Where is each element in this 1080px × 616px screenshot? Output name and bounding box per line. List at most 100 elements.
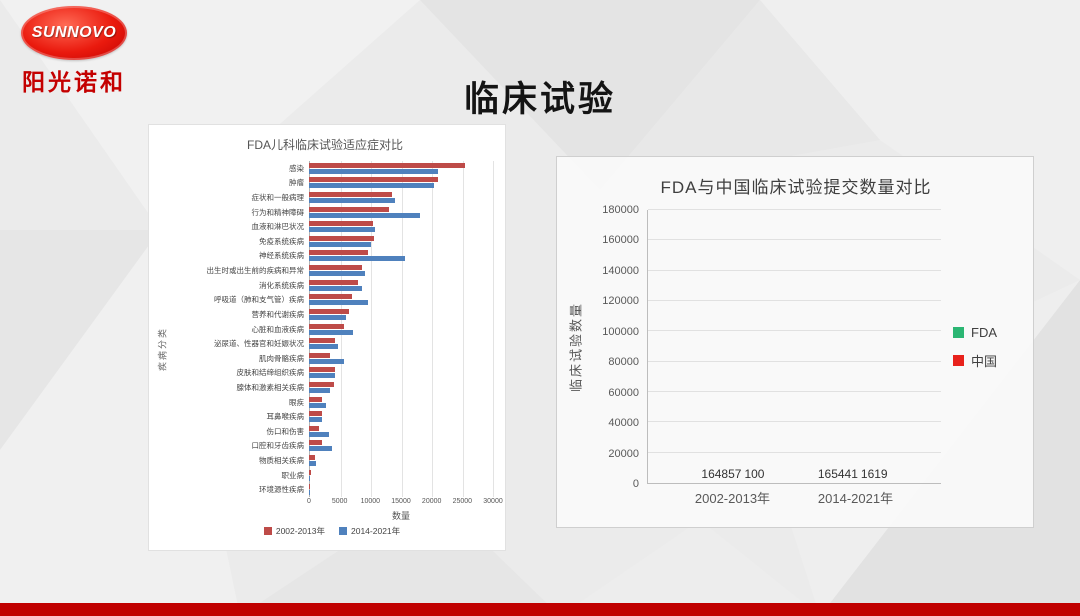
category-label: 口腔和牙齿疾病 bbox=[251, 441, 305, 451]
category-label: 神经系统疾病 bbox=[259, 251, 304, 261]
bar-2014-2021年 bbox=[309, 387, 331, 393]
bar-pair bbox=[309, 395, 493, 410]
category-label: 心脏和血液疾病 bbox=[251, 324, 305, 334]
bar-2002-2013年 bbox=[309, 250, 368, 256]
sunnovo-logo-icon: SUNNOVO bbox=[21, 6, 127, 60]
bar-pair bbox=[309, 322, 493, 337]
legend-label: 中国 bbox=[971, 353, 998, 369]
legend-label: 2014-2021年 bbox=[351, 526, 401, 536]
category-label: 肿瘤 bbox=[289, 178, 304, 188]
y-axis-label: 临床试验数量 bbox=[568, 301, 584, 393]
bar-2002-2013年 bbox=[309, 279, 359, 285]
category-row: 出生时或出生前的疾病和异常 bbox=[169, 263, 495, 278]
category-label: 伤口和伤害 bbox=[266, 426, 305, 436]
bar-rows: 感染 肿瘤 症状和一般病理 行为和精神障碍 血液和淋巴状况 免疫系统疾病 神经系统疾病 出生时… bbox=[169, 161, 495, 497]
bar-2014-2021年 bbox=[309, 431, 329, 437]
gridline bbox=[648, 421, 941, 423]
category-label: 皮肤和结缔组织疾病 bbox=[236, 368, 305, 378]
bar-pair bbox=[309, 424, 493, 439]
category-label: 职业病 bbox=[281, 470, 305, 480]
bar-2002-2013年 bbox=[309, 265, 363, 271]
bar-2002-2013年 bbox=[309, 206, 390, 212]
gridline bbox=[462, 161, 464, 497]
bar-with-label: 100 bbox=[744, 467, 764, 483]
legend-label: FDA bbox=[971, 324, 997, 340]
bar-with-label: 1619 bbox=[861, 467, 888, 483]
category-label: 耳鼻喉疾病 bbox=[266, 412, 305, 422]
category-row: 口腔和牙齿疾病 bbox=[169, 439, 495, 454]
bar-pair bbox=[309, 409, 493, 424]
bar-pair bbox=[309, 205, 493, 220]
y-tick-label: 0 bbox=[632, 478, 639, 490]
category-label: 眼疾 bbox=[289, 397, 304, 407]
bar-pair bbox=[309, 351, 493, 366]
bar-2002-2013年 bbox=[309, 352, 331, 358]
bar-2002-2013年 bbox=[309, 484, 310, 490]
legend-swatch bbox=[263, 527, 272, 535]
category-label: 免疫系统疾病 bbox=[259, 236, 304, 246]
bar-2014-2021年 bbox=[309, 300, 368, 306]
bar-2014-2021年 bbox=[309, 198, 396, 204]
bottom-accent-bar bbox=[0, 603, 1080, 616]
x-axis-ticks: 0 5000 10000 15000 20000 25000 30000 bbox=[307, 497, 503, 509]
bar-2002-2013年 bbox=[309, 177, 439, 183]
legend: 2002-2013年 2014-2021年 bbox=[169, 525, 495, 537]
category-label: 物质相关疾病 bbox=[259, 455, 304, 465]
bar-2002-2013年 bbox=[309, 221, 374, 227]
gridline bbox=[648, 391, 941, 392]
logo-brand-text: SUNNOVO bbox=[31, 24, 117, 41]
chart-title: FDA与中国临床试验提交数量对比 bbox=[660, 178, 932, 197]
bar-pair bbox=[309, 176, 493, 191]
bar-2002-2013年 bbox=[309, 235, 374, 241]
y-tick-label: 120000 bbox=[602, 295, 639, 308]
y-tick-label: 100000 bbox=[602, 325, 639, 338]
x-tick-label: 10000 bbox=[360, 498, 381, 505]
bar-2014-2021年 bbox=[309, 285, 362, 291]
category-label: 2014-2021年 bbox=[817, 490, 894, 506]
y-tick-label: 40000 bbox=[608, 417, 639, 430]
legend: FDA 中国 bbox=[941, 210, 1027, 484]
bar-2014-2021年 bbox=[309, 212, 420, 218]
gridline bbox=[371, 161, 372, 497]
category-row: 心脏和血液疾病 bbox=[169, 322, 495, 337]
category-row: 感染 bbox=[169, 161, 495, 176]
legend-swatch bbox=[953, 326, 964, 338]
bar-pair bbox=[309, 307, 493, 322]
category-row: 肌肉骨骼疾病 bbox=[169, 351, 495, 366]
bar-pair bbox=[309, 263, 493, 278]
category-row: 神经系统疾病 bbox=[169, 249, 495, 264]
category-row: 职业病 bbox=[169, 468, 495, 483]
category-row: 耳鼻喉疾病 bbox=[169, 409, 495, 424]
category-row: 免疫系统疾病 bbox=[169, 234, 495, 249]
category-row: 血液和淋巴状况 bbox=[169, 219, 495, 234]
legend-item: 中国 bbox=[953, 351, 1027, 370]
chart-title: FDA儿科临床试验适应症对比 bbox=[246, 138, 403, 152]
category-row: 呼吸道（肺和支气管）疾病 bbox=[169, 292, 495, 307]
bar-pair bbox=[309, 453, 493, 468]
category-label: 血液和淋巴状况 bbox=[251, 222, 305, 232]
bar-2002-2013年 bbox=[309, 440, 323, 446]
bar-2014-2021年 bbox=[309, 460, 317, 466]
category-row: 症状和一般病理 bbox=[169, 190, 495, 205]
bar-2002-2013年 bbox=[309, 425, 320, 431]
category-label: 消化系统疾病 bbox=[259, 280, 304, 290]
bar-2002-2013年 bbox=[309, 454, 316, 460]
bar-pair bbox=[309, 161, 493, 176]
bar-2014-2021年 bbox=[309, 373, 335, 379]
category-row: 营养和代谢疾病 bbox=[169, 307, 495, 322]
x-tick-label: 30000 bbox=[483, 498, 503, 505]
bar-2014-2021年 bbox=[309, 183, 435, 189]
data-label: 164857 bbox=[701, 467, 742, 481]
y-tick-label: 180000 bbox=[602, 204, 639, 216]
bar-2002-2013年 bbox=[309, 396, 323, 402]
x-axis-categories: 2002-2013年 2014-2021年 bbox=[647, 484, 941, 510]
bar-pair bbox=[309, 249, 493, 264]
category-row: 伤口和伤害 bbox=[169, 424, 495, 439]
category-row: 环境源性疾病 bbox=[169, 482, 495, 497]
bar-pair bbox=[309, 482, 493, 497]
bar-2002-2013年 bbox=[309, 381, 335, 387]
data-label: 165441 bbox=[817, 467, 858, 481]
category-row: 腺体和激素相关疾病 bbox=[169, 380, 495, 395]
bar-pair bbox=[309, 380, 493, 395]
